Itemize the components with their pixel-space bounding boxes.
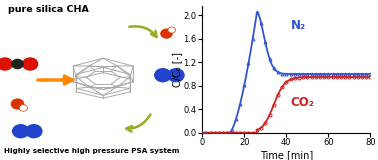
Circle shape	[11, 98, 24, 110]
Circle shape	[168, 27, 175, 33]
Circle shape	[0, 57, 13, 71]
Text: N₂: N₂	[291, 19, 306, 32]
Y-axis label: C/C₀ [-]: C/C₀ [-]	[172, 52, 182, 87]
Circle shape	[25, 124, 43, 138]
Circle shape	[12, 124, 29, 138]
Text: pure silica CHA: pure silica CHA	[8, 5, 89, 14]
Text: CO₂: CO₂	[291, 96, 314, 109]
Circle shape	[167, 68, 185, 82]
Circle shape	[11, 59, 24, 69]
Circle shape	[160, 28, 173, 39]
Circle shape	[22, 57, 38, 71]
Text: Highly selective high pressure PSA system: Highly selective high pressure PSA syste…	[4, 148, 179, 154]
Circle shape	[19, 105, 27, 111]
X-axis label: Time [min]: Time [min]	[260, 150, 313, 160]
Circle shape	[154, 68, 172, 82]
